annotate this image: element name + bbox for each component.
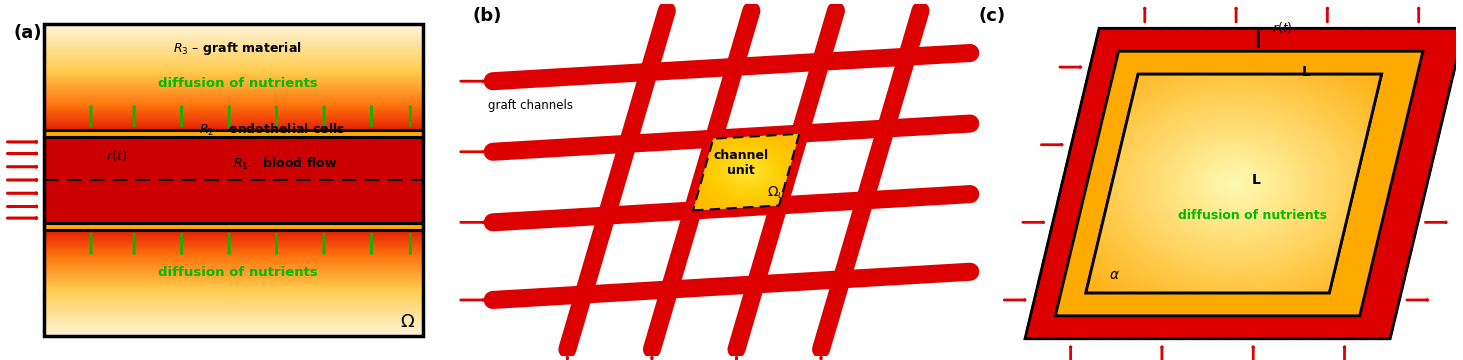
Bar <box>44 223 423 230</box>
Text: $\Omega_u$: $\Omega_u$ <box>767 185 786 202</box>
Polygon shape <box>1026 28 1463 339</box>
Bar <box>44 137 423 223</box>
Text: $R_2$ – endothelial cells: $R_2$ – endothelial cells <box>199 122 345 138</box>
Polygon shape <box>1086 74 1381 293</box>
Polygon shape <box>693 134 799 210</box>
Text: diffusion of nutrients: diffusion of nutrients <box>158 77 317 90</box>
Text: $R_1$ – blood flow: $R_1$ – blood flow <box>233 156 338 172</box>
Text: (c): (c) <box>979 7 1005 25</box>
Text: $\alpha$: $\alpha$ <box>1109 268 1121 282</box>
Text: $R_3$ – graft material: $R_3$ – graft material <box>173 40 303 58</box>
Text: L: L <box>1252 172 1261 186</box>
Text: (b): (b) <box>473 7 502 25</box>
Text: L: L <box>1302 65 1311 79</box>
Text: diffusion of nutrients: diffusion of nutrients <box>1178 209 1327 222</box>
Text: diffusion of nutrients: diffusion of nutrients <box>158 266 317 279</box>
Polygon shape <box>1055 51 1423 316</box>
Text: channel
unit: channel unit <box>714 149 768 177</box>
Text: $r(t)$: $r(t)$ <box>1273 20 1293 35</box>
Bar <box>44 130 423 137</box>
Text: graft channels: graft channels <box>487 99 572 112</box>
Text: $r(t)$: $r(t)$ <box>107 148 127 163</box>
Text: (a): (a) <box>13 24 42 42</box>
Text: $\Omega$: $\Omega$ <box>399 314 414 332</box>
Bar <box>44 24 423 336</box>
